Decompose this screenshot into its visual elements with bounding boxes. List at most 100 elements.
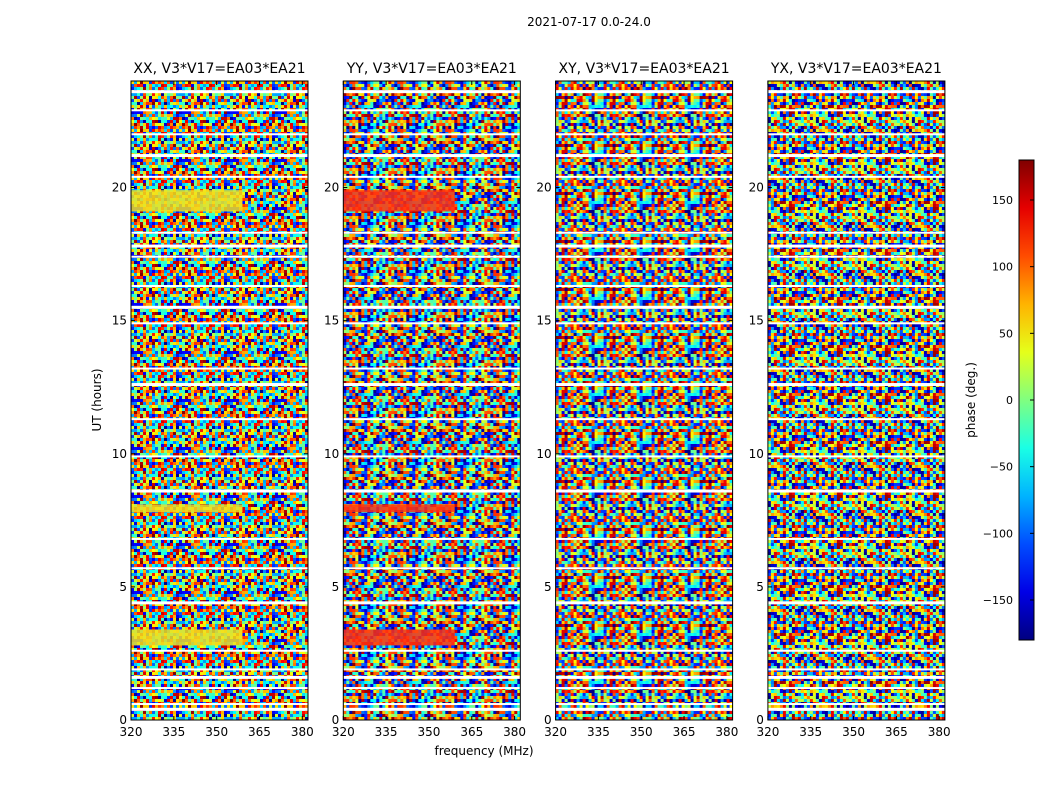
gap-line	[131, 109, 308, 112]
gap-line	[555, 649, 733, 652]
gap-line	[555, 244, 733, 248]
colorbar: 150 100 50 0 −50 −100 −150	[983, 159, 1035, 641]
panel-title-1: XX, V3*V17=EA03*EA21	[133, 61, 305, 77]
gap-line	[343, 703, 521, 706]
gap-line	[131, 418, 308, 421]
gap-line	[131, 707, 308, 711]
gap-line	[767, 707, 945, 711]
gap-line	[767, 687, 945, 690]
gap-line	[555, 489, 733, 493]
colorbar-tick-label: −150	[983, 594, 1013, 607]
panel-title-2: YY, V3*V17=EA03*EA21	[346, 61, 517, 77]
bright-band	[131, 504, 243, 513]
y-tick-label: 10	[112, 447, 127, 461]
y-tick-label: 0	[119, 713, 127, 727]
colorbar-tick-label: −100	[983, 527, 1013, 540]
x-tick-label: 365	[885, 725, 908, 739]
colorbar-tick-label: −50	[990, 461, 1013, 474]
x-tick-label: 320	[544, 725, 567, 739]
gap-line	[767, 109, 945, 112]
y-tick-label: 15	[749, 314, 764, 328]
gap-line	[555, 90, 733, 94]
gap-line	[343, 231, 521, 234]
y-tick-label: 0	[544, 713, 552, 727]
x-tick-label: 335	[375, 725, 398, 739]
y-axis-label: UT (hours)	[90, 368, 104, 431]
gap-line	[767, 285, 945, 288]
gap-line	[555, 305, 733, 309]
x-tick-label: 320	[756, 725, 779, 739]
panel-3: XY, V3*V17=EA03*EA21 320 335 350 365 380 0 5 10 1…	[536, 61, 738, 739]
gap-line	[343, 367, 521, 370]
gap-line	[555, 537, 733, 540]
x-tick-label: 380	[928, 725, 951, 739]
y-tick-label: 15	[324, 314, 339, 328]
gap-line	[555, 175, 733, 178]
gap-line	[131, 455, 308, 458]
gap-line	[555, 367, 733, 370]
gap-line	[343, 109, 521, 112]
gap-line	[131, 244, 308, 248]
x-tick-label: 320	[120, 725, 143, 739]
phase-heatmap-1	[131, 81, 308, 720]
y-tick-label: 20	[324, 181, 339, 195]
x-axis-label: frequency (MHz)	[434, 744, 533, 758]
panel-frame-4	[767, 80, 946, 721]
gap-line	[131, 255, 308, 258]
gap-line	[343, 675, 521, 679]
gap-line	[767, 567, 945, 570]
gap-line	[131, 367, 308, 370]
gap-line	[343, 90, 521, 94]
gap-line	[767, 537, 945, 540]
gap-line	[343, 418, 521, 421]
bright-band	[131, 190, 243, 212]
gap-line	[131, 133, 308, 136]
gap-line	[555, 707, 733, 711]
x-tick-label: 350	[417, 725, 440, 739]
gap-line	[131, 675, 308, 679]
y-tick-label: 10	[749, 447, 764, 461]
x-tick-label: 350	[205, 725, 228, 739]
x-tick-label: 380	[503, 725, 526, 739]
panel-2: YY, V3*V17=EA03*EA21 320 335 350 365 380 0 5 10 1…	[324, 61, 526, 739]
panel-title-3: XY, V3*V17=EA03*EA21	[559, 61, 730, 77]
y-tick-label: 5	[332, 580, 340, 594]
gap-line	[343, 383, 521, 387]
panel-frame-3	[555, 80, 734, 721]
x-tick-label: 335	[799, 725, 822, 739]
gap-line	[131, 175, 308, 178]
y-tick-label: 0	[332, 713, 340, 727]
gap-line	[555, 133, 733, 136]
gap-line	[555, 154, 733, 158]
gap-line	[343, 707, 521, 711]
gap-line	[343, 537, 521, 540]
gap-line	[555, 285, 733, 288]
gap-line	[767, 383, 945, 387]
gap-line	[767, 601, 945, 605]
gap-line	[343, 154, 521, 158]
panel-frame-1	[130, 80, 309, 721]
gap-line	[555, 703, 733, 706]
gap-line	[343, 305, 521, 309]
gap-line	[555, 231, 733, 234]
gap-line	[343, 175, 521, 178]
panel-frame-2	[342, 80, 521, 721]
gap-line	[131, 154, 308, 158]
gap-line	[555, 687, 733, 690]
gap-line	[131, 305, 308, 309]
gap-line	[343, 244, 521, 248]
gap-line	[767, 154, 945, 158]
y-tick-label: 20	[749, 181, 764, 195]
colorbar-label: phase (deg.)	[964, 362, 978, 438]
bright-band	[343, 190, 455, 212]
x-tick-label: 350	[842, 725, 865, 739]
x-tick-label: 365	[673, 725, 696, 739]
x-tick-label: 350	[630, 725, 653, 739]
gap-line	[131, 489, 308, 493]
panel-title-4: YX, V3*V17=EA03*EA21	[770, 61, 942, 77]
gap-line	[767, 703, 945, 706]
gap-line	[343, 255, 521, 258]
gap-line	[343, 601, 521, 605]
gap-line	[767, 367, 945, 370]
gap-line	[767, 455, 945, 458]
